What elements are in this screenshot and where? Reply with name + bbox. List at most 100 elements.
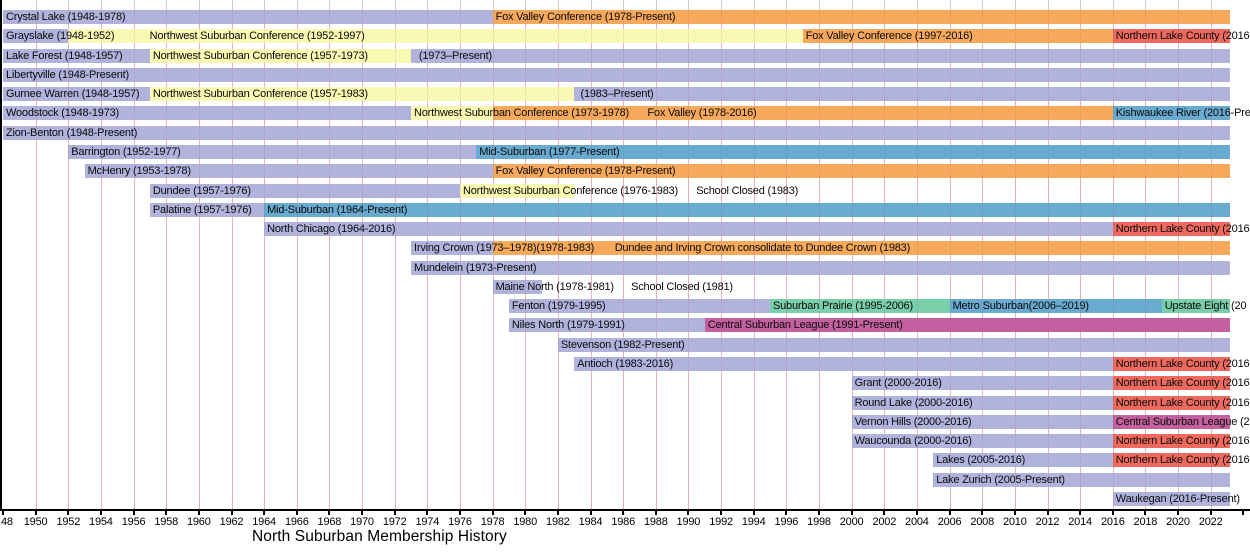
grid-top-tick-icon (655, 0, 657, 9)
timeline-bar (1112, 396, 1231, 410)
grid-line (100, 9, 102, 509)
grid-line-overlay (1080, 9, 1082, 509)
axis-tick-label: 1994 (741, 516, 766, 528)
grid-top-tick-icon (427, 0, 429, 9)
grid-line-overlay (557, 9, 559, 509)
bar-label: Fox Valley Conference (1978-Present) (495, 165, 676, 177)
grid-line-overlay (1112, 9, 1114, 509)
grid-line-overlay (198, 9, 200, 509)
bar-label: North Chicago (1964-2016) (267, 223, 396, 235)
timeline-bar (851, 376, 1113, 390)
grid-line (623, 9, 625, 509)
bar-label: Northwest Suburban Conference (1957-1973… (152, 50, 368, 62)
timeline-bar (933, 473, 1231, 487)
grid-line (819, 9, 820, 509)
axis-tick-icon (132, 511, 135, 515)
timeline-bar (704, 318, 1231, 332)
bar-label: Dundee (1957-1976) (152, 185, 251, 197)
grid-line (1112, 9, 1114, 509)
bar-label: Lake Zurich (2005-Present) (936, 474, 1065, 486)
grid-line-overlay (68, 9, 70, 509)
grid-line-overlay (427, 9, 429, 509)
bar-label: Fenton (1979-1995) (511, 300, 606, 312)
axis-tick-icon (1111, 511, 1114, 515)
bar-label: (1973–Present) (418, 50, 492, 62)
grid-line-overlay (362, 9, 363, 509)
grid-top-tick-icon (851, 0, 853, 9)
grid-top-tick-icon (1178, 0, 1179, 9)
axis-tick-icon (1144, 511, 1147, 515)
bar-label: Grant (2000-2016) (854, 377, 942, 389)
axis-tick-icon (948, 511, 951, 515)
axis-tick-label: 1986 (611, 516, 636, 528)
grid-line-overlay (721, 9, 723, 509)
grid-line-overlay (1047, 9, 1049, 509)
bar-label: Lakes (2005-2016) (936, 454, 1026, 466)
bar-label: Northwest Suburban Conference (1976-1983… (463, 185, 678, 197)
grid-line (1080, 9, 1082, 509)
timeline-bar (492, 164, 1231, 178)
timeline-bar (1112, 357, 1231, 371)
bar-label: Waucounda (2000-2016) (854, 435, 972, 447)
grid-line-overlay (100, 9, 102, 509)
bar-label: Northern Lake County (2016 (1115, 377, 1250, 389)
bar-label: Northern Lake County (2016 (1115, 358, 1250, 370)
grid-top-tick-icon (231, 0, 233, 9)
axis-tick-label: 1964 (252, 516, 276, 528)
timeline-bar (492, 241, 1231, 255)
grid-top-tick-icon (819, 0, 820, 9)
bar-label: Northern Lake County (2016 (1115, 223, 1250, 235)
bar-label: Central Suburban League (1991-Present) (707, 319, 903, 331)
axis-tick-label: 1956 (121, 516, 146, 528)
grid-line (1047, 9, 1049, 509)
timeline-bar (3, 126, 1231, 140)
axis-tick-label: 1960 (186, 516, 211, 528)
bar-label: Maine North (1978-1981) (495, 281, 615, 293)
grid-line (1145, 9, 1147, 509)
grid-top-tick-icon (590, 0, 592, 9)
axis-tick-icon (981, 511, 984, 515)
axis-tick-label: 2002 (872, 516, 897, 528)
bar-label: Palatine (1957-1976) (152, 204, 252, 216)
timeline-bar (1112, 453, 1231, 467)
grid-line (721, 9, 723, 509)
axis-tick-icon (459, 511, 461, 515)
grid-line (329, 9, 331, 509)
timeline-bar (508, 299, 770, 313)
grid-top-tick-icon (68, 0, 70, 9)
timeline-bar (84, 164, 493, 178)
timeline-bar (770, 299, 950, 313)
grid-line (949, 9, 951, 509)
grid-line-overlay (1145, 9, 1147, 509)
grid-line-overlay (851, 9, 853, 509)
bar-label: Barrington (1952-1977) (71, 146, 181, 158)
axis-tick-icon (230, 511, 233, 515)
axis-tick-icon (818, 511, 820, 515)
axis-tick-label: 1970 (350, 516, 374, 528)
grid-line-overlay (916, 9, 918, 509)
axis-tick-icon (883, 511, 886, 515)
axis-tick-label: 1962 (219, 516, 244, 528)
grid-line (264, 9, 266, 509)
timeline-bar (3, 10, 493, 24)
bar-label: Stevenson (1982-Present) (560, 339, 685, 351)
axis-tick-icon (1079, 511, 1082, 515)
axis-tick-icon (197, 511, 200, 515)
y-axis-line (0, 0, 2, 510)
grid-line (655, 9, 657, 509)
axis-tick-label: 2022 (1198, 516, 1223, 528)
grid-line-overlay (623, 9, 625, 509)
axis-tick-icon (361, 511, 363, 515)
grid-line-overlay (1014, 9, 1016, 509)
grid-line (884, 9, 886, 509)
timeline-bar (68, 145, 477, 159)
timeline-bar (149, 184, 460, 198)
timeline-bar (508, 318, 705, 332)
grid-top-tick-icon (753, 0, 755, 9)
timeline-bar (1112, 492, 1231, 506)
timeline-bar (492, 280, 542, 294)
timeline-bar (149, 203, 265, 217)
bar-label: Northern Lake County (2016 (1115, 454, 1250, 466)
axis-tick-label: 2016 (1100, 516, 1125, 528)
axis-tick-icon (1242, 511, 1245, 515)
